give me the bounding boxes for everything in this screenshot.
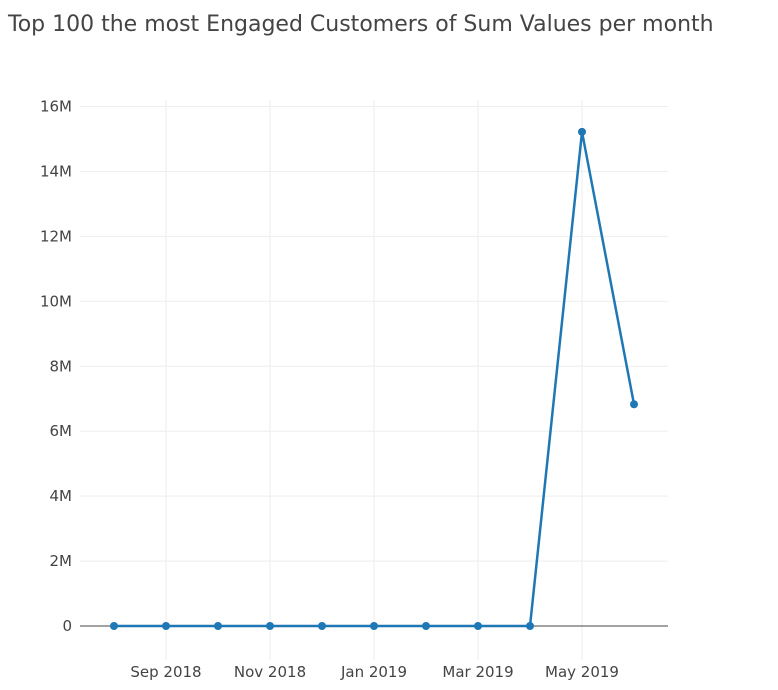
y-tick-label: 16M — [40, 98, 72, 116]
data-point — [630, 400, 638, 409]
data-point — [214, 622, 222, 630]
data-point — [526, 622, 534, 630]
data-point — [318, 622, 326, 630]
data-point — [422, 622, 430, 630]
x-tick-label: Jan 2019 — [340, 663, 407, 681]
y-tick-label: 4M — [50, 487, 73, 505]
data-point — [578, 127, 586, 136]
data-point — [110, 622, 118, 630]
chart-title: Top 100 the most Engaged Customers of Su… — [8, 12, 714, 37]
data-point — [162, 622, 170, 630]
x-axis-tick-labels: Sep 2018 Nov 2018 Jan 2019 Mar 2019 May 2019 — [130, 663, 619, 681]
x-tick-label: May 2019 — [545, 663, 619, 681]
series-group — [110, 127, 638, 630]
data-point — [266, 622, 274, 630]
x-tick-label: Sep 2018 — [130, 663, 201, 681]
y-tick-label: 0 — [62, 617, 72, 635]
y-tick-label: 14M — [40, 162, 72, 180]
y-tick-label: 6M — [50, 422, 73, 440]
data-point — [370, 622, 378, 630]
y-tick-label: 10M — [40, 292, 72, 310]
data-point — [474, 622, 482, 630]
y-tick-label: 8M — [50, 357, 73, 375]
x-gridlines — [165, 100, 583, 660]
y-tick-label: 2M — [50, 552, 73, 570]
x-tick-label: Nov 2018 — [234, 663, 306, 681]
y-tick-label: 12M — [40, 227, 72, 245]
y-axis-tick-labels: 0 2M 4M 6M 8M 10M 12M 14M 16M — [40, 98, 72, 636]
x-tick-label: Mar 2019 — [442, 663, 513, 681]
